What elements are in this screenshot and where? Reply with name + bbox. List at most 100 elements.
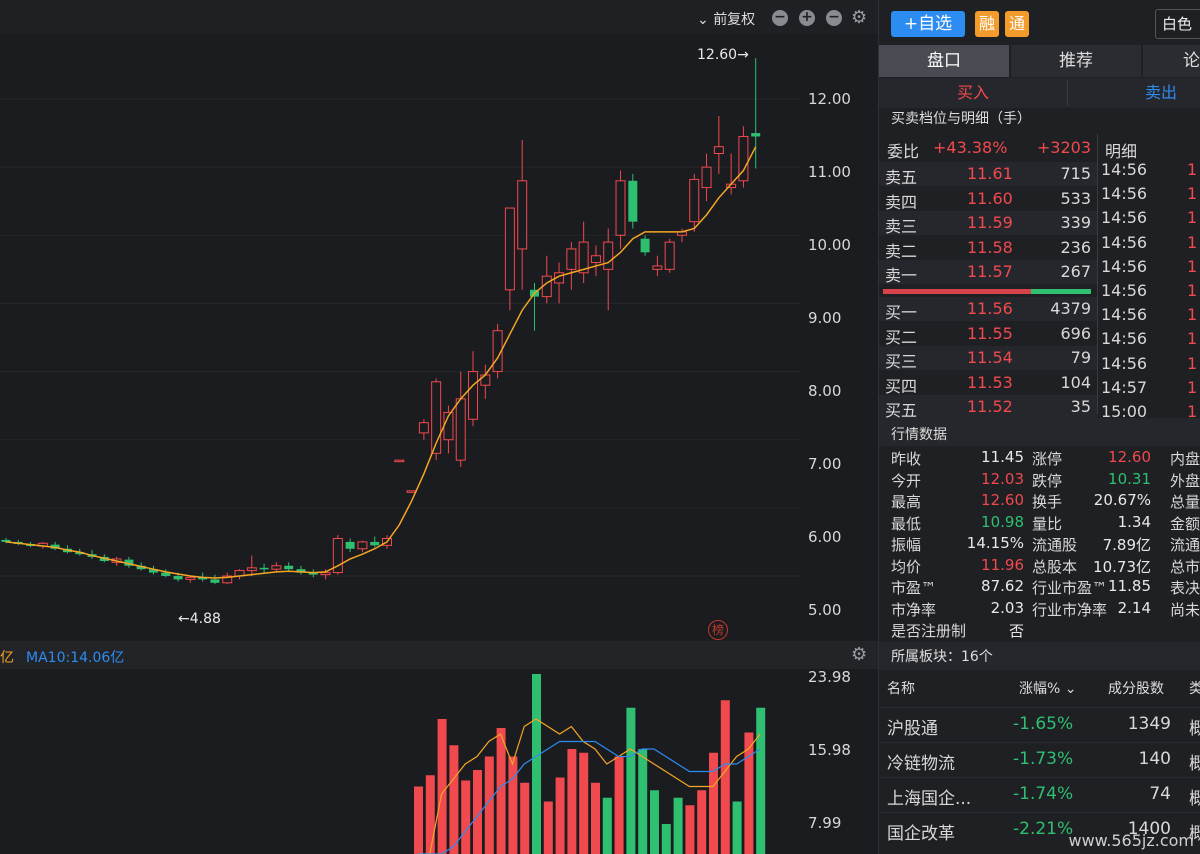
candle-body [738,135,749,182]
volume-bar [425,775,435,854]
bid-row[interactable]: 买四 11.53 104 [879,370,1097,396]
trade-time: 14:56 [1101,256,1148,276]
collapse-icon[interactable]: − [826,10,842,26]
trade-detail-row: 14:56 1 [1101,160,1198,179]
volume-gear-icon[interactable]: ⚙ [851,644,868,665]
price-tick: 10.00 [808,236,851,254]
trade-detail-row: 14:56 1 [1101,256,1198,276]
tab-pankou[interactable]: 盘口 [879,45,1010,77]
adjust-dropdown[interactable]: ⌄ 前复权 [697,12,756,28]
sector-type: 概 [1189,824,1200,844]
ask-row[interactable]: 卖三 11.59 339 [879,211,1097,236]
sector-row[interactable]: 沪股通 -1.65% 1349 概 [879,707,1200,741]
weibi-value: +3203 [1036,138,1091,157]
market-key: 表决 [1170,579,1200,597]
bid-row[interactable]: 买五 11.52 35 [879,395,1097,420]
level-label: 买一 [885,303,918,322]
sector-row[interactable]: 冷链物流 -1.73% 140 概 [879,742,1200,776]
trade-time: 14:57 [1101,377,1148,397]
gear-icon[interactable]: ⚙ [851,7,868,28]
rank-badge[interactable]: 榜 [708,620,728,640]
level-price: 11.55 [967,323,1013,343]
candle-body [615,180,626,236]
volume-bar [756,707,766,854]
orderbook-title: 买卖档位与明细（手） [891,111,1031,127]
level-label: 卖二 [885,241,918,261]
market-key: 总股本 [1032,557,1078,576]
bid-row[interactable]: 买三 11.54 79 [879,346,1097,371]
volume-bar [591,782,600,854]
sector-name: 沪股通 [887,719,938,739]
volume-bar [532,674,541,854]
candle-body [628,180,638,222]
quote-panel: +自选 融 通 白色 盘口 推荐 论 买入 卖出 买卖档位与明细（手） 委比 +… [878,0,1200,854]
ask-row[interactable]: 卖一 11.57 267 [879,260,1097,285]
theme-select[interactable]: 白色 [1155,9,1200,39]
volume-tick: 7.99 [808,814,842,832]
kline-chart-area[interactable]: ⌄ 前复权 − + − ⚙ 12.60→ ←4.88 榜 12.00 11.00 1… [0,0,878,854]
sector-row[interactable]: 上海国企... -1.74% 74 概 [879,777,1200,811]
level-label: 买二 [885,327,918,347]
margin-tag[interactable]: 融 [975,11,999,37]
level-qty: 339 [1060,213,1091,232]
market-value: 11.85 [1108,577,1151,595]
candle-body [751,133,761,137]
tab-discuss[interactable]: 论 [1143,45,1200,77]
sector-name: 冷链物流 [887,754,955,774]
volume-bar [697,790,707,854]
market-value: 否 [1009,622,1025,640]
sector-col-type[interactable]: 类 [1189,681,1200,697]
market-key: 均价 [891,557,922,576]
zoom-in-icon[interactable]: + [799,10,815,26]
trade-time: 14:56 [1101,329,1148,349]
candle-body [1,539,11,542]
candle-body [480,374,491,386]
trade-detail-row: 14:56 1 [1101,305,1198,325]
price-tick: 8.00 [808,382,842,400]
candle-body [271,565,282,570]
candle-body [246,567,257,572]
sector-count: 1349 [1127,714,1171,734]
candle-body [664,241,675,270]
bid-row[interactable]: 买二 11.55 696 [879,321,1097,347]
trade-time: 14:56 [1101,184,1148,204]
sector-change: -1.65% [1013,714,1074,734]
candle-body [124,559,134,566]
level-label: 买四 [885,376,918,396]
volume-bar [626,707,636,854]
market-key: 尚未 [1170,600,1200,619]
sell-button[interactable]: 卖出 [1144,83,1177,102]
sector-row[interactable]: 国企改革 -2.21% 1400 概 [879,812,1200,846]
level-qty: 236 [1060,237,1091,257]
level-qty: 696 [1060,323,1091,343]
volume-bar [484,756,494,854]
sector-col-name[interactable]: 名称 [887,681,915,697]
trade-time: 14:56 [1101,232,1148,252]
connect-tag[interactable]: 通 [1005,11,1029,37]
candle-body [284,565,294,570]
ask-row[interactable]: 卖二 11.58 236 [879,235,1097,261]
sector-col-count[interactable]: 成分股数 [1108,681,1164,697]
market-key: 流通股 [1032,536,1078,554]
market-key: 金额 [1170,514,1200,533]
ask-row[interactable]: 卖四 11.60 533 [879,186,1097,212]
candle-body [198,577,208,580]
bid-row[interactable]: 买一 11.56 4379 [879,297,1097,322]
candle-body [173,576,183,580]
level-label: 卖三 [885,217,918,236]
candle-body [222,575,233,584]
ask-row[interactable]: 卖五 11.61 715 [879,162,1097,187]
tab-recommend[interactable]: 推荐 [1011,45,1142,77]
volume-bar [473,770,482,854]
market-key: 今开 [891,471,922,490]
volume-bar [449,745,459,854]
sector-col-change[interactable]: 涨幅% ⌄ [1019,681,1077,697]
candle-body [652,265,663,270]
zoom-out-icon[interactable]: − [772,10,788,26]
price-tick: 9.00 [808,309,842,327]
market-key: 昨收 [891,450,922,468]
level-price: 11.59 [967,213,1013,232]
level-qty: 104 [1060,372,1091,392]
buy-button[interactable]: 买入 [956,83,989,102]
add-watchlist-button[interactable]: +自选 [891,11,965,37]
